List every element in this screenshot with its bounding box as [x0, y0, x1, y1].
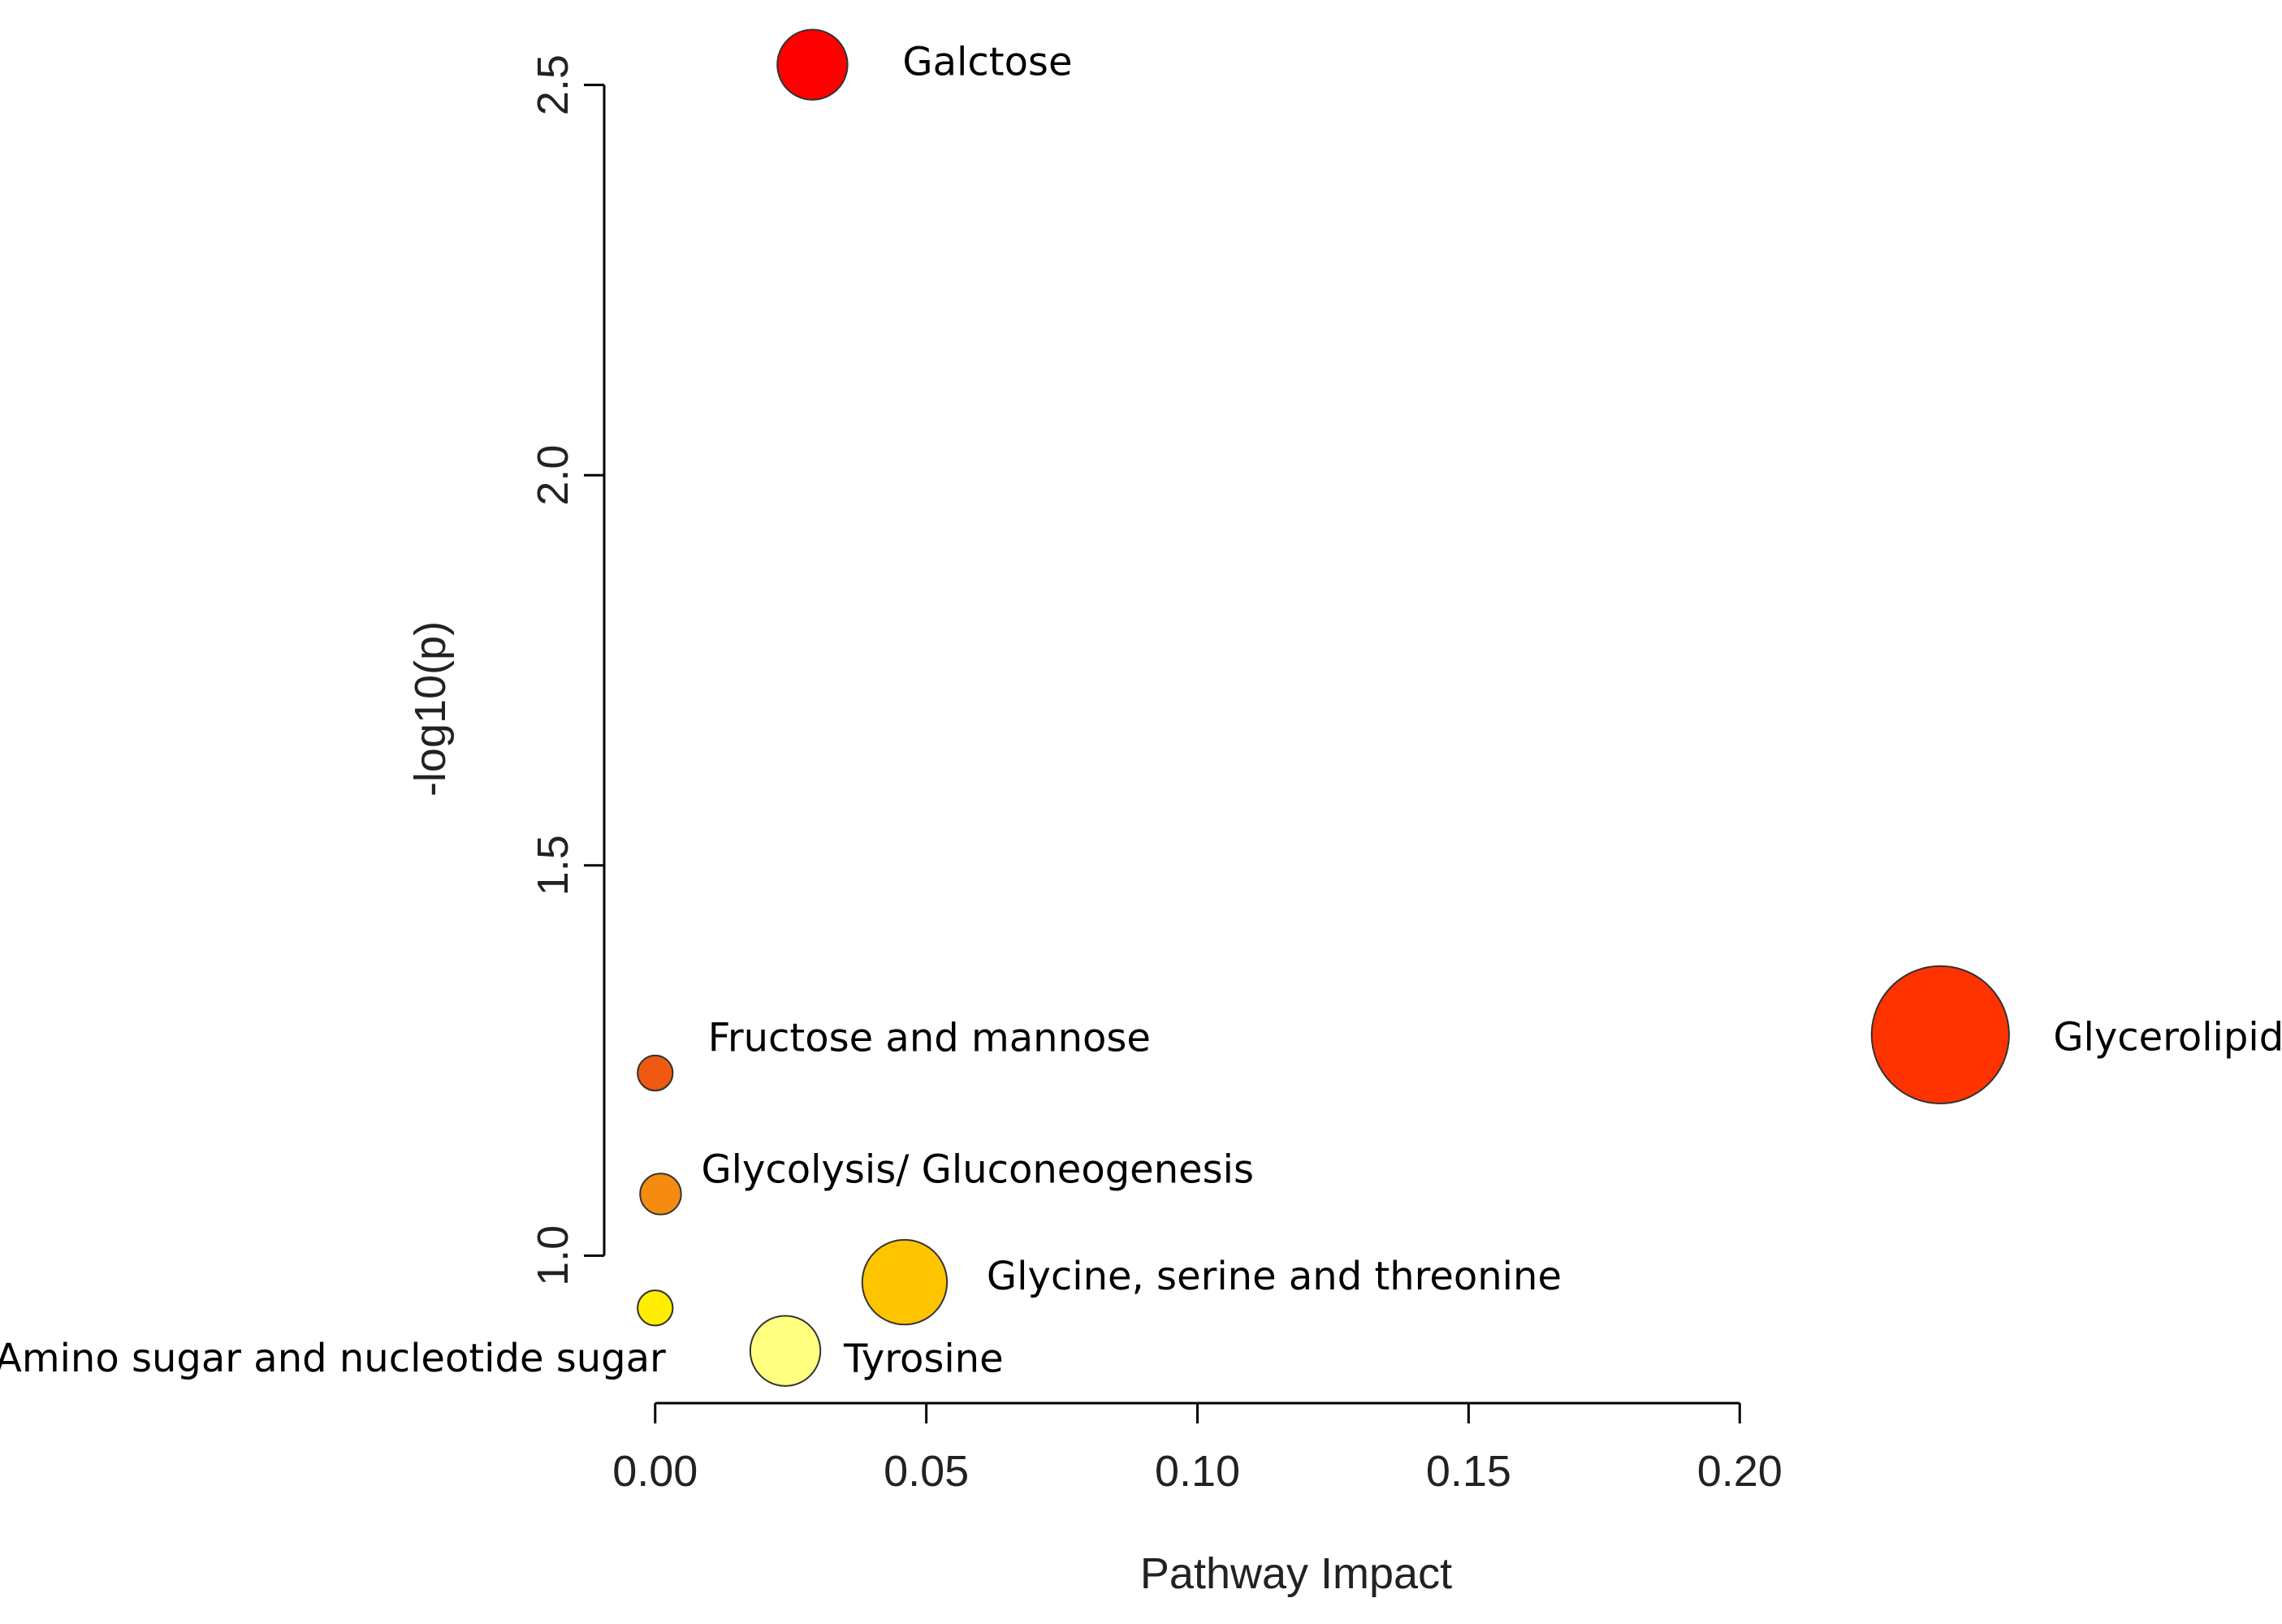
x-tick-label: 0.15 [1426, 1447, 1511, 1496]
point-label: Tyrosine [843, 1337, 1004, 1382]
point-label: Galctose [902, 40, 1072, 85]
y-axis-title: -log10(p) [406, 621, 455, 797]
bubble [749, 1315, 822, 1387]
bubble [637, 1054, 674, 1092]
x-tick-label: 0.05 [884, 1447, 969, 1496]
x-tick-label: 0.10 [1155, 1447, 1240, 1496]
x-axis-title: Pathway Impact [1140, 1549, 1452, 1598]
point-label: Glycolysis/ Gluconeogenesis [701, 1147, 1254, 1192]
y-tick-label: 2.5 [529, 54, 577, 115]
point-label: Glycerolipid [2053, 1014, 2282, 1060]
bubble [639, 1173, 682, 1216]
y-tick-label: 1.0 [529, 1225, 577, 1286]
x-tick-label: 0.00 [612, 1447, 698, 1496]
point-label: Amino sugar and nucleotide sugar [0, 1336, 666, 1381]
y-tick-label: 1.5 [529, 835, 577, 896]
x-tick-label: 0.20 [1697, 1447, 1783, 1496]
bubble [861, 1238, 949, 1326]
bubble [1870, 965, 2010, 1104]
y-tick-label: 2.0 [529, 445, 577, 506]
bubble [637, 1289, 674, 1327]
bubble [776, 28, 849, 101]
point-label: Glycine, serine and threonine [987, 1254, 1562, 1299]
point-label: Fructose and mannose [708, 1015, 1151, 1060]
